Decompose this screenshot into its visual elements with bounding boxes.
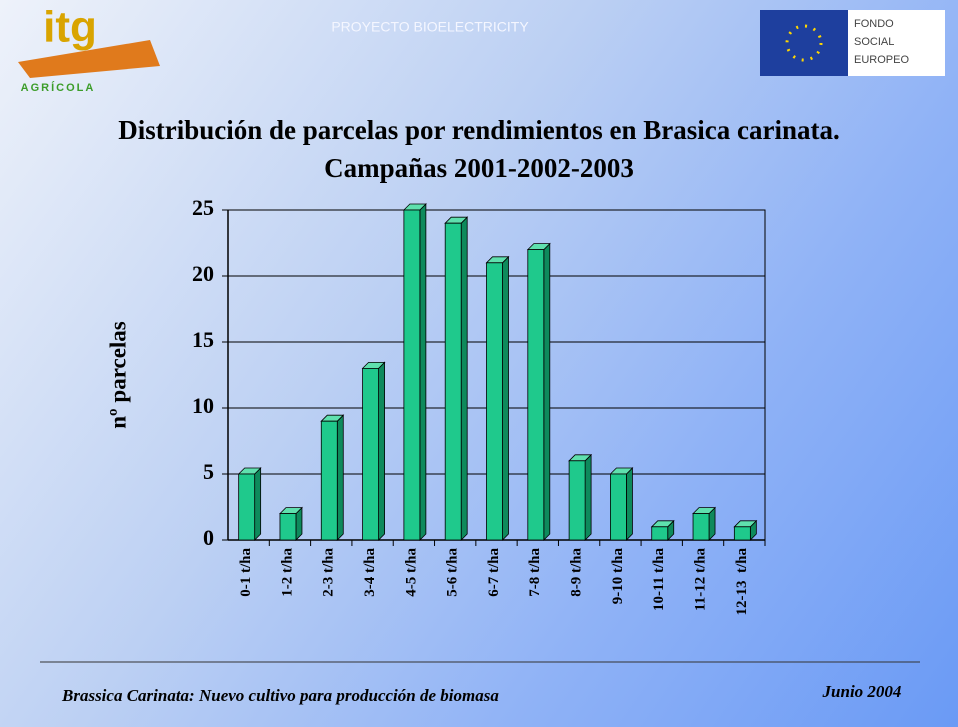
bar [692,513,710,541]
chart-title: Distribución de parcelas por rendimiento… [118,115,840,145]
bar-side [460,216,468,541]
bar [568,460,586,541]
eu-stars [785,24,823,62]
itg-logo: itg AGRÍCOLA [18,3,160,94]
bar [279,513,297,541]
x-tick-label: 0-1 t/ha [238,548,254,597]
logo-text: AGRÍCOLA [21,81,96,94]
logo-swoosh [18,40,160,78]
bar-side [626,467,633,541]
x-tick-label: 6-7 t/ha [486,548,502,597]
y-tick-label: 20 [192,261,214,286]
project-title: PROYECTO BIOELECTRICITY [331,19,529,35]
x-tick-label: 7-8 t/ha [527,548,543,597]
x-tick-label: 12-13 t/ha [734,548,750,616]
x-tick-label: 3-4 t/ha [362,548,378,597]
eu-text: SOCIAL [854,36,894,48]
x-tick-label: 2-3 t/ha [321,548,337,597]
y-axis-title: nº parcelas [105,321,130,429]
y-tick-label: 15 [192,327,214,352]
bar [486,262,503,541]
bar [733,526,751,541]
bar-side [584,453,592,541]
x-tick-label: 8-9 t/ha [569,548,585,597]
bar-side [378,361,385,541]
y-tick-label: 0 [203,525,214,550]
eu-flag [760,10,848,76]
bar-side [254,467,262,541]
bar [610,473,627,541]
x-tick-label: 11-12 t/ha [692,548,708,611]
x-tick-label: 4-5 t/ha [403,548,419,597]
bar-side [336,414,344,541]
bar-side [543,242,551,541]
eu-text: FONDO [854,18,894,30]
x-tick-label: 5-6 t/ha [445,548,461,597]
footer-left: Brassica Carinata: Nuevo cultivo para pr… [61,686,499,705]
eu-text: EUROPEO [854,54,909,66]
footer-right: Junio 2004 [822,682,902,701]
bar [527,249,545,541]
y-tick-label: 25 [192,195,214,220]
eu-logo: FONDO SOCIAL EUROPEO [760,10,945,76]
chart-subtitle: Campañas 2001-2002-2003 [324,153,634,183]
bar [320,420,338,541]
x-tick-label: 10-11 t/ha [651,548,667,611]
x-tick-label: 1-2 t/ha [279,548,295,597]
bar [362,367,379,541]
bar [403,209,421,541]
bar [444,222,462,541]
eu-box [848,10,945,76]
logo-mark: itg [43,3,97,52]
bar-side [419,203,427,541]
bar [238,473,256,541]
y-tick-label: 5 [203,459,214,484]
x-tick-label: 9-10 t/ha [610,548,626,605]
bar-side [502,255,509,541]
y-tick-label: 10 [192,393,214,418]
bar [651,526,669,541]
